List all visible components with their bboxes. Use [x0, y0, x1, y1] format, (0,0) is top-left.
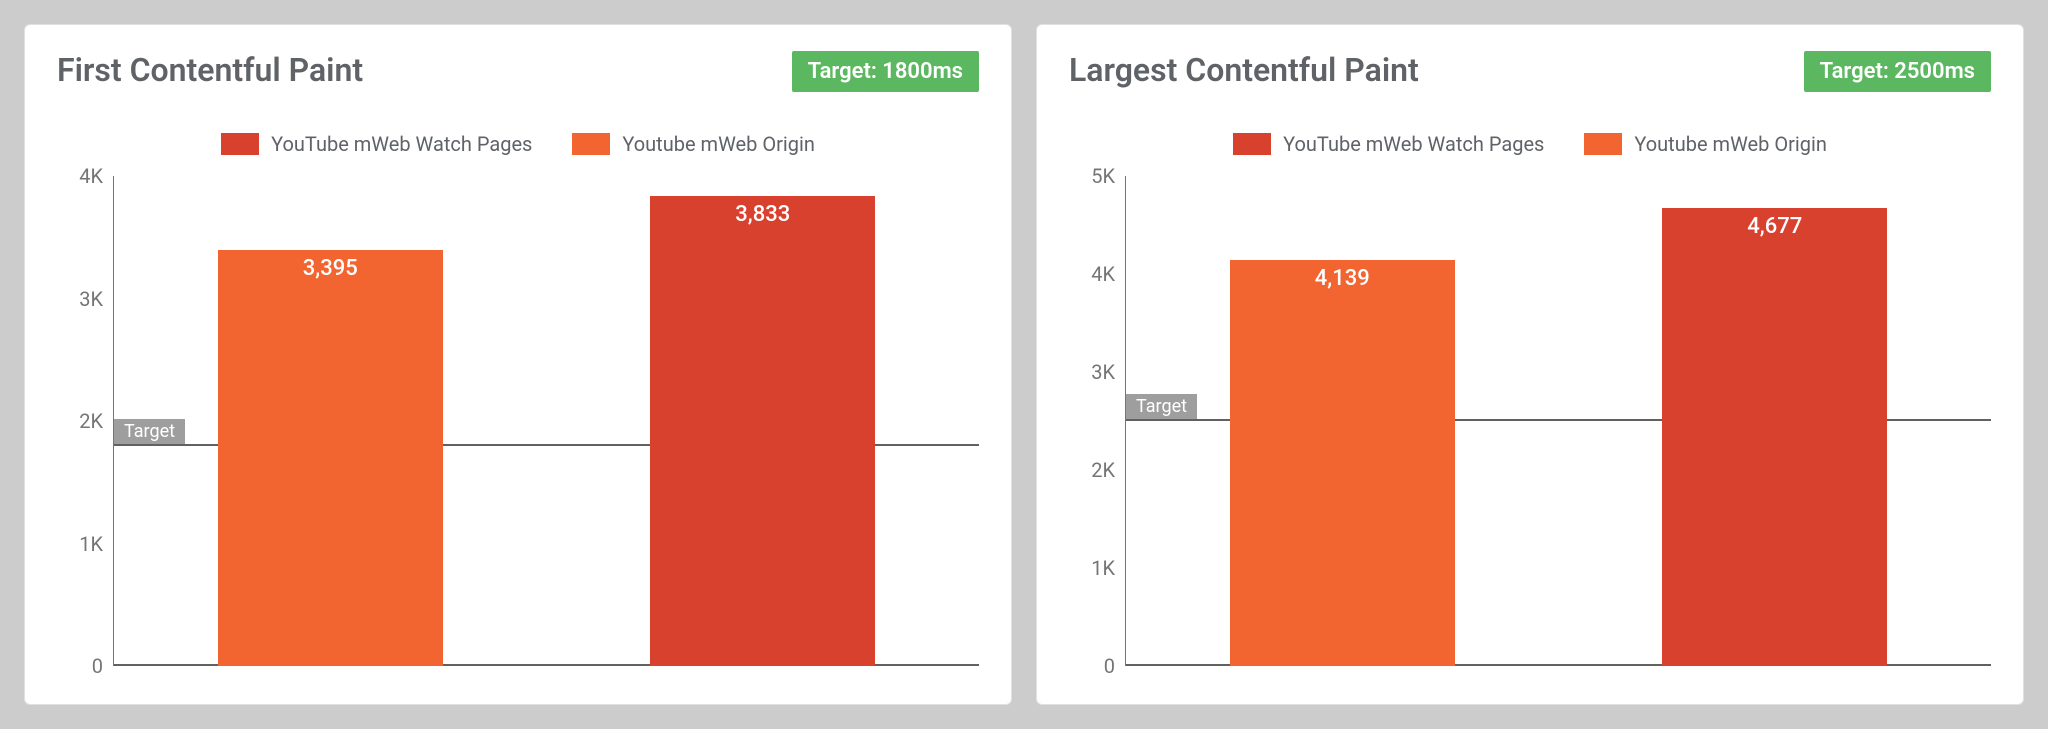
y-tick-label: 3K — [1091, 360, 1115, 384]
chart-area: 01K2K3K4KTarget3,3953,833 — [57, 176, 979, 666]
legend-swatch — [221, 133, 259, 155]
legend-swatch — [1233, 133, 1271, 155]
legend: YouTube mWeb Watch Pages Youtube mWeb Ori… — [1069, 132, 1991, 156]
bars-container: 4,139 4,677 — [1126, 176, 1991, 666]
y-tick-label: 3K — [79, 287, 103, 311]
plot-area: Target3,3953,833 — [113, 176, 979, 666]
legend-swatch — [572, 133, 610, 155]
bar-value-label: 3,833 — [735, 202, 790, 227]
card-header: First Contentful Paint Target: 1800ms — [57, 51, 979, 92]
bar-value-label: 4,677 — [1747, 214, 1802, 239]
y-tick-label: 1K — [79, 532, 103, 556]
y-tick-label: 4K — [79, 164, 103, 188]
bar-value-label: 4,139 — [1315, 266, 1370, 291]
chart-area: 01K2K3K4K5KTarget4,1394,677 — [1069, 176, 1991, 666]
legend: YouTube mWeb Watch Pages Youtube mWeb Ori… — [57, 132, 979, 156]
legend-item: Youtube mWeb Origin — [1584, 132, 1827, 156]
legend-swatch — [1584, 133, 1622, 155]
card-header: Largest Contentful Paint Target: 2500ms — [1069, 51, 1991, 92]
y-tick-label: 2K — [1091, 458, 1115, 482]
target-badge: Target: 2500ms — [1804, 51, 1991, 92]
legend-item: YouTube mWeb Watch Pages — [221, 132, 532, 156]
target-badge: Target: 1800ms — [792, 51, 979, 92]
y-axis: 01K2K3K4K — [57, 176, 113, 666]
legend-label: Youtube mWeb Origin — [1634, 132, 1827, 156]
y-tick-label: 2K — [79, 409, 103, 433]
y-tick-label: 5K — [1091, 164, 1115, 188]
chart-card: First Contentful Paint Target: 1800ms YouT… — [24, 24, 1012, 705]
bar-value-label: 3,395 — [303, 256, 358, 281]
legend-label: YouTube mWeb Watch Pages — [271, 132, 532, 156]
bar: 4,139 — [1230, 260, 1455, 666]
legend-label: YouTube mWeb Watch Pages — [1283, 132, 1544, 156]
y-tick-label: 0 — [92, 654, 103, 678]
chart-card: Largest Contentful Paint Target: 2500ms Yo… — [1036, 24, 2024, 705]
legend-item: Youtube mWeb Origin — [572, 132, 815, 156]
chart-title: Largest Contentful Paint — [1069, 51, 1419, 89]
bar: 4,677 — [1662, 208, 1887, 666]
chart-title: First Contentful Paint — [57, 51, 363, 89]
y-tick-label: 0 — [1104, 654, 1115, 678]
bars-container: 3,395 3,833 — [114, 176, 979, 666]
y-tick-label: 1K — [1091, 556, 1115, 580]
bar: 3,395 — [218, 250, 443, 666]
y-axis: 01K2K3K4K5K — [1069, 176, 1125, 666]
plot-area: Target4,1394,677 — [1125, 176, 1991, 666]
legend-label: Youtube mWeb Origin — [622, 132, 815, 156]
bar: 3,833 — [650, 196, 875, 666]
legend-item: YouTube mWeb Watch Pages — [1233, 132, 1544, 156]
y-tick-label: 4K — [1091, 262, 1115, 286]
